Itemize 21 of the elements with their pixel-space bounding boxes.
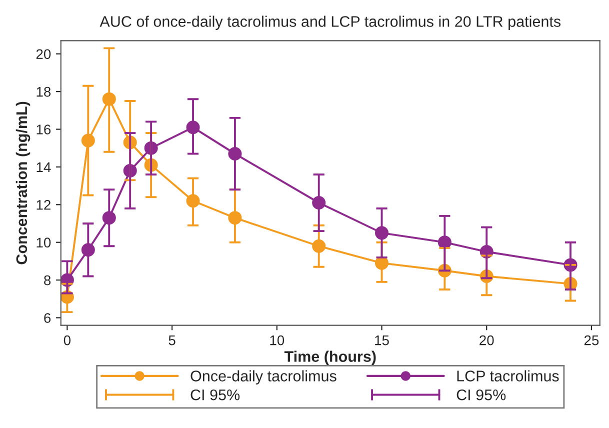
x-tick-label: 10 bbox=[270, 335, 284, 346]
x-tick-label: 25 bbox=[584, 335, 599, 346]
y-tick-label: 12 bbox=[36, 200, 50, 210]
y-axis-title: Concentration (ng/mL) bbox=[16, 102, 30, 264]
y-tick-label: 16 bbox=[36, 124, 51, 134]
x-tick-label: 5 bbox=[168, 336, 176, 346]
y-tick-label: 20 bbox=[36, 49, 51, 60]
y-tick-label: 6 bbox=[44, 313, 51, 323]
y-tick-label: 14 bbox=[36, 162, 51, 172]
text: CI 95% bbox=[190, 389, 240, 400]
legend-label: Once-daily tacrolimus bbox=[190, 370, 336, 384]
x-tick-label: 0 bbox=[64, 335, 71, 346]
y-tick-label: 18 bbox=[36, 86, 51, 97]
x-tick-label: 15 bbox=[375, 336, 389, 346]
y-tick-label: 10 bbox=[36, 238, 51, 248]
legend-label: LCP tacrolimus bbox=[457, 370, 559, 382]
x-tick-label: 20 bbox=[480, 335, 494, 346]
y-tick-label: 8 bbox=[44, 275, 51, 286]
x-axis-title: Time (hours) bbox=[284, 350, 376, 365]
chart-title: AUC of once-daily tacrolimus and LCP tacrolimus in 20 LTR patients bbox=[100, 16, 561, 30]
text: CI 95% bbox=[456, 389, 506, 400]
